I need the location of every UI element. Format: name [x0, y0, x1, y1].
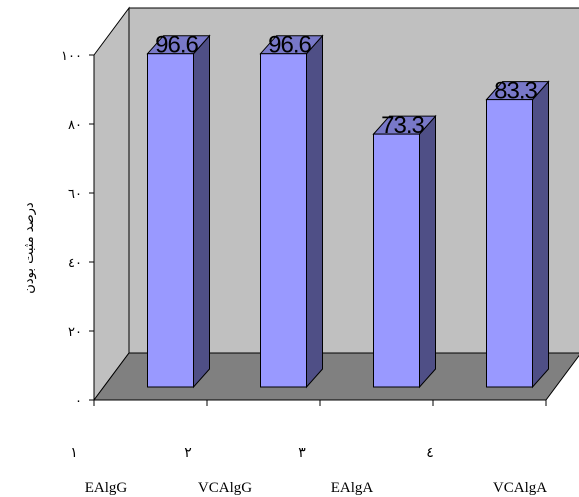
- bar-side: [193, 34, 210, 389]
- bar-side: [419, 114, 436, 389]
- bar: [259, 34, 324, 389]
- bar: [372, 114, 437, 389]
- y-tick-label: ٠: [75, 394, 82, 409]
- bars: 96.6 96.6 73.3 83.3: [146, 32, 550, 389]
- data-label: 96.6: [268, 32, 311, 59]
- y-tick-label: ٦٠: [68, 187, 82, 202]
- bar: [485, 80, 550, 389]
- bar-side: [306, 34, 323, 389]
- chart-walls: [93, 6, 579, 402]
- x-category-number: ١: [70, 445, 78, 461]
- x-category-label: VCAlgG: [198, 480, 252, 496]
- bar: [146, 34, 211, 389]
- x-category-number: ٤: [426, 445, 434, 461]
- y-axis: ٠ ٢٠ ٤٠ ٦٠ ٨٠ ١٠٠: [61, 49, 95, 409]
- x-category-label: VCAlgA: [493, 480, 547, 496]
- bar-front: [147, 53, 194, 388]
- side-wall: [93, 6, 130, 402]
- y-axis-label: درصد مثبت بودن: [22, 202, 37, 294]
- bar-side: [532, 80, 549, 389]
- x-axis: ١ EAlgG ٢ VCAlgG ٣ EAlgA ٤ VCAlgA: [70, 399, 547, 496]
- data-label: 96.6: [155, 32, 198, 59]
- data-label: 73.3: [381, 112, 424, 139]
- y-tick-label: ٢٠: [68, 325, 82, 340]
- bar-front: [373, 133, 420, 388]
- y-tick-label: ٤٠: [68, 256, 82, 271]
- bar-front: [260, 53, 307, 388]
- bar-front: [486, 99, 533, 388]
- x-category-number: ٣: [298, 445, 306, 461]
- y-tick-label: ١٠٠: [61, 49, 82, 64]
- x-category-label: EAlgG: [85, 480, 128, 496]
- x-category-number: ٢: [184, 445, 192, 461]
- y-tick-label: ٨٠: [68, 118, 82, 133]
- x-category-label: EAlgA: [331, 480, 374, 496]
- data-label: 83.3: [494, 78, 537, 105]
